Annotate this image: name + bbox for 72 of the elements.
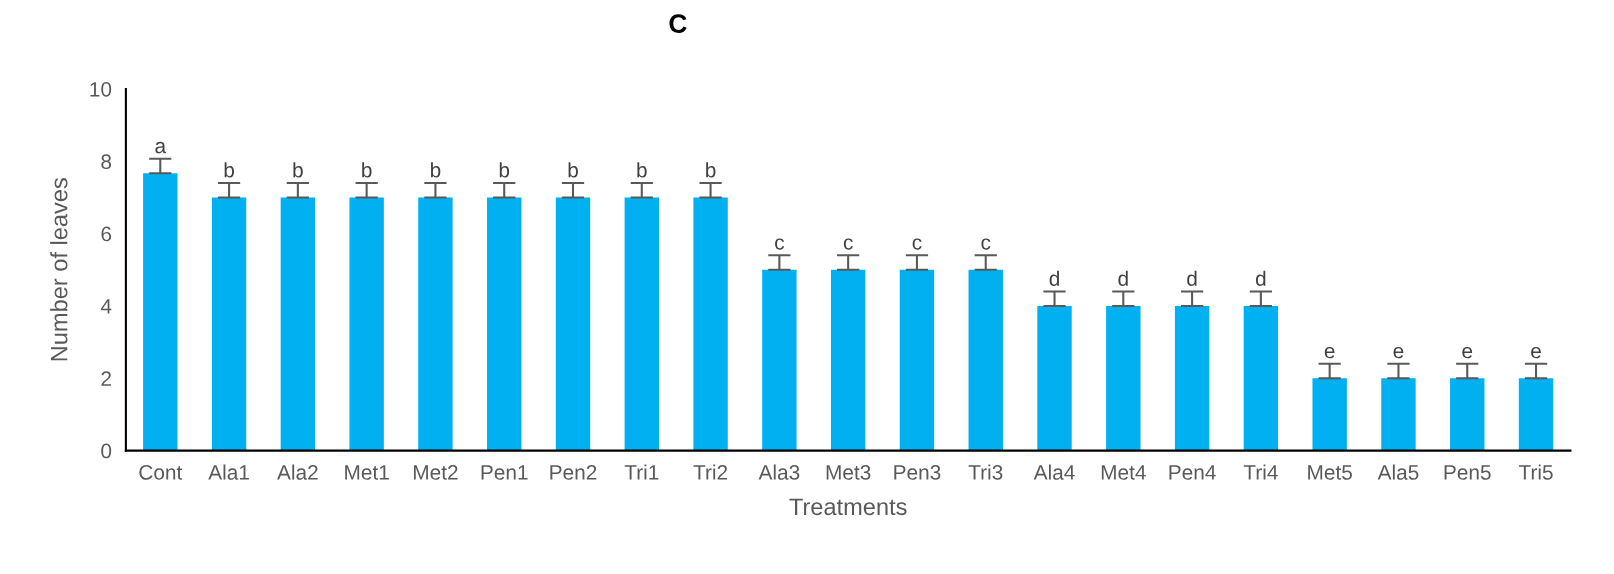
y-tick-label: 4: [100, 299, 112, 314]
annotation: b: [568, 162, 578, 178]
annotation: b: [499, 162, 510, 178]
bar: [418, 197, 453, 451]
bar: [1450, 378, 1485, 451]
bar: [1243, 305, 1279, 451]
bar: [1518, 378, 1554, 451]
x-tick-label: Tri2: [693, 464, 728, 480]
y-tick-label: 6: [101, 226, 112, 242]
x-tick-label: Met3: [826, 465, 871, 480]
bar: [211, 197, 247, 451]
x-tick-label: Tri3: [968, 464, 1003, 480]
annotation: d: [1255, 270, 1266, 286]
x-tick-label: Met2: [413, 465, 458, 480]
x-tick-label: Pen4: [1169, 465, 1216, 480]
x-tick-label: Pen3: [894, 465, 941, 480]
x-tick-label: Ala5: [1377, 464, 1419, 480]
x-tick-label: Ala2: [277, 464, 318, 480]
x-tick-label: Met5: [1308, 465, 1352, 480]
bar: [1174, 305, 1210, 451]
annotation: d: [1049, 270, 1059, 286]
bar: [624, 197, 659, 451]
x-axis-title: Treatments: [789, 498, 907, 516]
y-axis-title: Number of leaves: [50, 178, 68, 361]
x-tick-label: Tri5: [1518, 464, 1553, 480]
bar: [968, 269, 1003, 451]
annotation: e: [1462, 346, 1473, 359]
annotation: b: [224, 162, 234, 178]
bar: [1037, 305, 1072, 451]
x-tick-label: Ala3: [758, 464, 800, 480]
x-tick-label: Pen2: [550, 465, 597, 480]
annotation: c: [843, 238, 853, 250]
bar: [487, 197, 522, 451]
bar: [899, 269, 935, 451]
y-tick-label: 8: [101, 154, 112, 170]
x-tick-label: Pen5: [1444, 465, 1491, 480]
x-tick-label: Cont: [139, 465, 183, 480]
x-tick-label: Met4: [1101, 465, 1146, 480]
annotation: c: [981, 238, 991, 250]
annotation: d: [1118, 270, 1128, 286]
annotation: b: [706, 162, 716, 178]
y-tick-label: 0: [101, 443, 112, 459]
y-tick-label: 2: [101, 371, 111, 386]
bar: [1381, 378, 1416, 451]
bar: [1106, 305, 1141, 451]
bar: [693, 197, 728, 451]
x-tick-label: Ala1: [208, 464, 249, 480]
annotation: b: [362, 162, 372, 178]
annotation: b: [293, 162, 303, 178]
annotation: d: [1187, 270, 1197, 286]
bar: [555, 197, 591, 451]
chart-title: C: [669, 14, 687, 33]
bar: [830, 269, 866, 451]
annotation: e: [1393, 346, 1404, 359]
x-tick-label: Pen1: [481, 465, 528, 480]
x-tick-label: Ala4: [1033, 464, 1075, 480]
y-tick-label: 10: [90, 81, 112, 97]
annotation: e: [1324, 346, 1335, 359]
annotation: c: [912, 238, 922, 250]
annotation: b: [637, 162, 647, 178]
annotation: c: [775, 238, 785, 250]
bar: [349, 197, 384, 451]
annotation: b: [430, 162, 441, 178]
x-tick-label: Tri4: [1243, 464, 1278, 480]
x-tick-label: Tri1: [624, 464, 659, 480]
bar: [1312, 378, 1347, 451]
bar: [280, 197, 316, 451]
annotation: a: [155, 141, 167, 154]
bar: [762, 269, 797, 451]
bar: [143, 173, 178, 451]
x-tick-label: Met1: [345, 465, 389, 480]
annotation: e: [1531, 346, 1541, 359]
